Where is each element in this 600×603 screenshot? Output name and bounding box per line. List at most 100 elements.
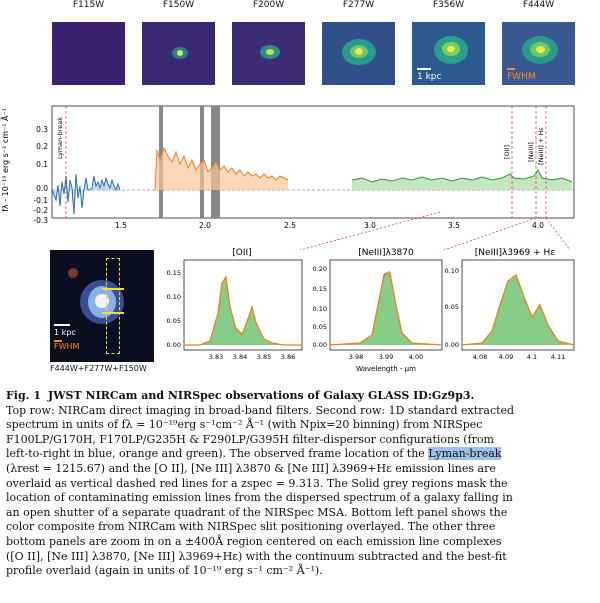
xtick: 4.0: [532, 221, 544, 230]
ytick: 0.05: [445, 303, 459, 311]
zoom-data-neiii: [330, 271, 442, 345]
slit-divider: [102, 312, 124, 314]
figure-caption: Fig. 1 JWST NIRCam and NIRSpec observati…: [6, 389, 594, 579]
ytick: 0.2: [36, 142, 48, 151]
zoom-xlabel: Wavelength - μm: [356, 365, 416, 373]
xtick: 4.09: [499, 353, 513, 361]
scalebar: [417, 68, 431, 70]
ytick: 0.0: [36, 184, 48, 193]
xtick: 3.99: [379, 353, 393, 361]
xtick: 3.0: [364, 221, 376, 230]
zoom-data-neiii-he: [462, 275, 574, 345]
spectrum-ylabel: fλ - 10⁻¹⁹ erg s⁻¹ cm⁻² Å⁻¹: [0, 108, 10, 212]
neiii-label: [NeIII]: [527, 142, 535, 162]
nircam-thumbnail-f115w: [52, 22, 125, 85]
nircam-thumbnail-f150w: [142, 22, 215, 85]
ytick: -0.1: [33, 196, 48, 205]
caption-line: Fig. 1 JWST NIRCam and NIRSpec observati…: [6, 389, 594, 404]
caption-line: overlaid as vertical dashed red lines fo…: [6, 476, 508, 490]
composite-scalebar-label: 1 kpc: [54, 328, 76, 337]
connector-neiii: [443, 217, 537, 250]
xtick: 2.0: [199, 221, 211, 230]
lyman-break-label: Lyman-break: [56, 117, 64, 159]
nircam-thumbnail-f200w: [232, 22, 305, 85]
xtick: 1.5: [115, 221, 127, 230]
zoom-axes-neiii: [329, 259, 443, 351]
connector-neiii-he: [545, 217, 571, 250]
ytick: 0.10: [445, 267, 459, 275]
fwhm-bar: [507, 68, 515, 70]
xtick: 3.98: [349, 353, 363, 361]
ytick: 0.1: [36, 160, 48, 169]
composite-fwhm-bar: [54, 340, 62, 342]
zoom-fit-neiii-he: [461, 273, 575, 346]
caption-text: left-to-right in blue, orange and green)…: [6, 447, 425, 461]
nircam-thumbnail-f277w: [322, 22, 395, 85]
figure-number: Fig. 1: [6, 389, 41, 402]
zoom-axes-neiii-he: [461, 259, 575, 351]
zoom-fit-neiii: [329, 272, 443, 346]
xtick: 3.83: [209, 353, 223, 361]
composite-bands-label: F444W+F277W+F150W: [50, 364, 147, 373]
ytick: 0.15: [167, 269, 181, 277]
connector-oii: [299, 211, 441, 250]
caption-line: location of contaminating emission lines…: [6, 491, 513, 505]
fwhm-label: FWHM: [507, 72, 536, 82]
slit-divider: [102, 288, 124, 290]
caption-line: Top row: NIRCam direct imaging in broad-…: [6, 403, 515, 417]
nircam-thumbnail-f444w: FWHM: [502, 22, 575, 85]
orange-spectrum-line: [154, 146, 289, 191]
composite-fwhm-label: FWHM: [54, 342, 80, 351]
zoom-panels: [OII] 0.15 0.10 0.05 0.00 3.83 3.84 3.85…: [167, 248, 575, 373]
blue-spectrum-line: [51, 173, 121, 215]
ytick: 0.05: [167, 317, 181, 325]
green-spectrum-line: [351, 169, 573, 183]
oii-label: [OII]: [503, 145, 511, 159]
neiii-he-label: [NeIII] + Hε: [537, 127, 545, 165]
zoom-title-neiii: [NeIII]λ3870: [358, 248, 414, 258]
spectrum-axes: [51, 105, 575, 219]
caption-line: (λrest = 1215.67) and the [O II], [Ne II…: [6, 461, 496, 475]
nirspec-slit: [106, 258, 120, 354]
caption-line: left-to-right in blue, orange and green)…: [6, 447, 594, 462]
spectrum-1d-plot: fλ - 10⁻¹⁹ erg s⁻¹ cm⁻² Å⁻¹ 0.3 0.2 0.1 …: [0, 105, 575, 250]
caption-line: F100LP/G170H, F170LP/G235H & F290LP/G395…: [6, 432, 494, 446]
filter-label-f444w: F444W: [522, 0, 555, 10]
xtick: 4.08: [473, 353, 487, 361]
composite-scalebar: [54, 324, 70, 326]
ytick: 0.00: [313, 341, 327, 349]
ytick: -0.3: [33, 216, 48, 225]
xtick: 3.84: [233, 353, 247, 361]
caption-line: an open shutter of a separate quadrant o…: [6, 505, 508, 519]
nircam-thumbnail-f356w: 1 kpc: [412, 22, 485, 85]
zoom-axes-oii: [183, 259, 303, 351]
ytick: 0.10: [313, 305, 327, 313]
zoom-title-oii: [OII]: [232, 248, 251, 258]
xtick: 3.5: [448, 221, 460, 230]
caption-line: bottom panels are zoom in on a ±400Å reg…: [6, 534, 502, 548]
figure-title: JWST NIRCam and NIRSpec observations of …: [48, 389, 475, 402]
filter-label-f200w: F200W: [252, 0, 285, 10]
ytick: 0.10: [167, 293, 181, 301]
xtick: 4.00: [409, 353, 423, 361]
caption-line: profile overlaid (again in units of 10⁻¹…: [6, 564, 323, 578]
xtick: 3.86: [281, 353, 295, 361]
ytick: -0.2: [33, 206, 48, 215]
color-composite-image: 1 kpc FWHM: [50, 250, 154, 362]
zoom-fit-oii: [184, 275, 302, 346]
ytick: 0.20: [313, 265, 327, 273]
highlighted-term: Lyman-break: [428, 447, 502, 461]
caption-line: ([O II], [Ne III] λ3870, [Ne III] λ3969+…: [6, 549, 507, 563]
spectrum-yticks: 0.3 0.2 0.1 0.0 -0.1 -0.2 -0.3: [33, 125, 48, 225]
xtick: 2.5: [284, 221, 296, 230]
zoom-title-neiii-he: [NeIII]λ3969 + Hε: [475, 248, 556, 258]
xtick: 4.11: [551, 353, 565, 361]
ytick: 0.05: [313, 323, 327, 331]
caption-line: spectrum in units of fλ = 10⁻¹⁹erg s⁻¹cm…: [6, 418, 483, 432]
ytick: 0.15: [313, 285, 327, 293]
ytick: 0.3: [36, 125, 48, 134]
spectrum-xticks: 1.5 2.0 2.5 3.0 3.5 4.0: [115, 221, 544, 230]
caption-line: color composite from NIRCam with NIRSpec…: [6, 520, 496, 534]
zoom-data-oii: [184, 275, 302, 345]
filter-label-f115w: F115W: [72, 0, 105, 10]
